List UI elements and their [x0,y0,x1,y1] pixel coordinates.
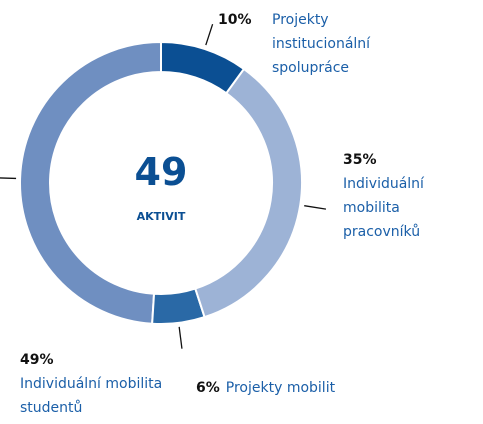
leader-line [304,205,327,210]
percent-label: 35% [343,152,377,168]
leader-line [178,326,183,349]
category-label: Individuální mobilita pracovníků [343,176,424,240]
center-value: 49 [135,150,188,194]
category-label: Projekty institucionální spolupráce [272,12,371,76]
leader-line [205,23,214,46]
percent-label: 6% [196,380,220,396]
slice-label: 35% Individuální mobilita pracovníků [343,148,453,244]
slice-label: 10% Projekty institucionální spolupráce [218,8,418,80]
slice-label: 49% Individuální mobilita studentů [20,348,170,420]
percent-label: 49% [20,352,54,368]
donut-slice [151,287,206,325]
leader-line [0,177,17,180]
slice-label: 6% Projekty mobilit [196,376,416,400]
category-label: Individuální mobilita studentů [20,376,163,416]
category-label: Projekty mobilit [225,380,336,396]
center-label: AKTIVIT [137,210,186,223]
donut-slice [194,67,303,319]
donut-slice [19,40,162,325]
percent-label: 10% [218,12,252,28]
donut-slice [160,40,246,95]
